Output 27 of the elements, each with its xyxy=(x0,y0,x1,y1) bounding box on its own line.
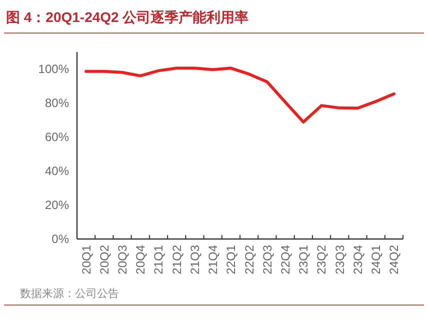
x-tick-label: 20Q1 xyxy=(79,244,94,274)
x-tick-label: 20Q3 xyxy=(115,244,130,274)
y-tick-label: 80% xyxy=(44,96,70,110)
x-tick-label: 20Q2 xyxy=(97,244,112,274)
x-tick-label: 23Q2 xyxy=(314,244,329,274)
y-tick-label: 40% xyxy=(44,164,70,178)
y-tick-label: 100% xyxy=(38,62,70,76)
x-tick-label: 22Q1 xyxy=(224,244,238,274)
x-tick-label: 23Q3 xyxy=(332,244,347,274)
source-note: 数据来源：公司公告 xyxy=(20,287,119,300)
x-tick-label: 24Q2 xyxy=(387,244,402,274)
y-tick-label: 20% xyxy=(44,198,70,212)
x-tick-label: 24Q1 xyxy=(369,244,384,274)
line-series xyxy=(84,66,396,124)
x-tick-label: 21Q4 xyxy=(206,244,220,274)
chart-title: 图 4：20Q1-24Q2 公司逐季产能利用率 xyxy=(6,9,249,25)
y-tick-label: 0% xyxy=(52,232,70,246)
y-tick-label: 60% xyxy=(44,130,70,144)
x-tick-label: 23Q1 xyxy=(296,244,311,274)
x-tick-label: 22Q2 xyxy=(242,244,256,274)
x-tick-label: 22Q3 xyxy=(260,244,274,274)
x-tick-label: 21Q3 xyxy=(188,244,202,274)
x-tick-label: 21Q2 xyxy=(170,244,184,274)
x-tick-label: 22Q4 xyxy=(278,244,292,274)
x-tick-label: 23Q4 xyxy=(350,244,365,274)
x-tick-label: 20Q4 xyxy=(134,244,148,274)
x-tick-label: 21Q1 xyxy=(152,244,166,274)
